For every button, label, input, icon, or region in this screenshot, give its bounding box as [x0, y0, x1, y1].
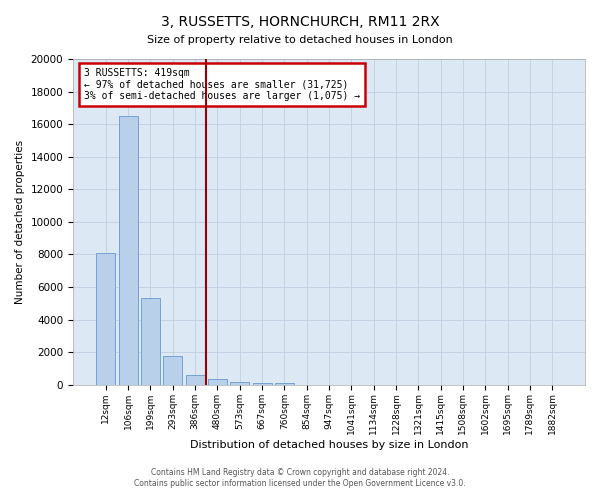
Bar	[275, 383, 294, 384]
X-axis label: Distribution of detached houses by size in London: Distribution of detached houses by size …	[190, 440, 468, 450]
Bar	[230, 382, 249, 384]
Bar	[208, 380, 227, 384]
Bar	[96, 253, 115, 384]
Bar	[119, 116, 137, 384]
Text: Size of property relative to detached houses in London: Size of property relative to detached ho…	[147, 35, 453, 45]
Bar	[163, 356, 182, 384]
Bar	[253, 382, 272, 384]
Y-axis label: Number of detached properties: Number of detached properties	[15, 140, 25, 304]
Bar	[141, 298, 160, 384]
Text: Contains HM Land Registry data © Crown copyright and database right 2024.
Contai: Contains HM Land Registry data © Crown c…	[134, 468, 466, 487]
Text: 3, RUSSETTS, HORNCHURCH, RM11 2RX: 3, RUSSETTS, HORNCHURCH, RM11 2RX	[161, 15, 439, 29]
Bar	[185, 374, 205, 384]
Text: 3 RUSSETTS: 419sqm
← 97% of detached houses are smaller (31,725)
3% of semi-deta: 3 RUSSETTS: 419sqm ← 97% of detached hou…	[84, 68, 360, 101]
